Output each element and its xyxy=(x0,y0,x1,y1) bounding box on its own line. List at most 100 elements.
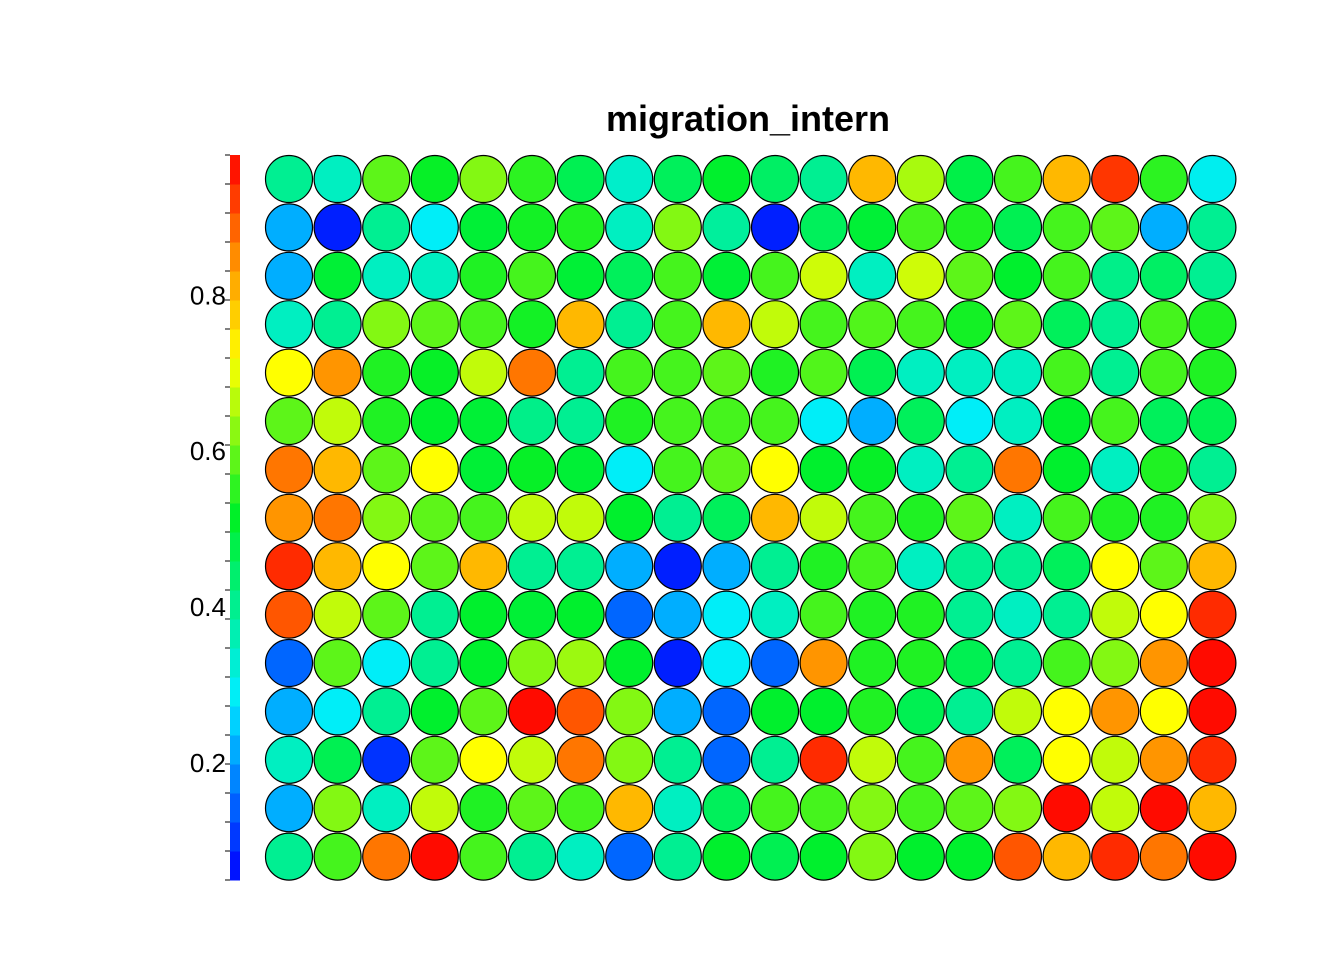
node-cell xyxy=(264,348,314,397)
node-cell xyxy=(1091,154,1140,204)
node-cell xyxy=(848,784,897,833)
node-cell xyxy=(945,203,994,252)
node-cell xyxy=(653,542,702,591)
node-cell xyxy=(362,784,411,833)
node-cell xyxy=(945,542,994,591)
node-cell xyxy=(653,687,702,736)
node-cell xyxy=(605,687,654,736)
node-cell xyxy=(1139,251,1188,300)
node-cell xyxy=(945,832,994,881)
node-cell xyxy=(410,687,459,736)
node-cell xyxy=(362,542,411,591)
colorbar-tick-label: 0.4 xyxy=(190,592,226,622)
node-cell xyxy=(702,542,751,591)
node-cell xyxy=(362,638,411,688)
node-cell xyxy=(410,203,459,252)
node-cell xyxy=(993,590,1043,639)
node-cell xyxy=(313,348,362,397)
node-grid xyxy=(264,154,1237,881)
node-cell xyxy=(1042,203,1091,252)
node-cell xyxy=(799,687,848,736)
node-cell xyxy=(410,493,459,542)
node-cell xyxy=(1139,542,1188,591)
node-cell xyxy=(410,396,459,446)
colorbar xyxy=(225,154,240,881)
node-cell xyxy=(556,493,605,542)
node-cell xyxy=(556,687,605,736)
node-cell xyxy=(848,638,897,688)
node-cell xyxy=(848,493,897,542)
node-cell xyxy=(507,493,557,542)
node-cell xyxy=(1188,154,1237,204)
node-cell xyxy=(459,154,508,204)
node-cell xyxy=(848,832,897,881)
colorbar-segment xyxy=(230,648,240,678)
colorbar-tick-label: 0.6 xyxy=(190,436,226,466)
node-cell xyxy=(459,493,508,542)
node-cell xyxy=(1091,348,1140,397)
node-cell xyxy=(945,251,994,300)
node-cell xyxy=(1042,590,1091,639)
node-cell xyxy=(993,832,1043,881)
node-cell xyxy=(896,348,945,397)
node-cell xyxy=(945,735,994,784)
node-cell xyxy=(653,784,702,833)
node-cell xyxy=(799,735,848,784)
node-cell xyxy=(605,735,654,784)
colorbar-segment xyxy=(230,387,240,417)
node-cell xyxy=(362,300,411,349)
node-cell xyxy=(605,203,654,252)
colorbar-segment xyxy=(230,706,240,736)
node-cell xyxy=(313,735,362,784)
node-cell xyxy=(896,784,945,833)
node-cell xyxy=(945,445,994,494)
node-cell xyxy=(459,445,508,494)
node-cell xyxy=(1042,154,1091,204)
node-cell xyxy=(848,445,897,494)
node-cell xyxy=(799,445,848,494)
node-cell xyxy=(993,735,1043,784)
node-cell xyxy=(459,203,508,252)
node-cell xyxy=(313,154,362,204)
node-cell xyxy=(459,784,508,833)
node-cell xyxy=(556,832,605,881)
node-cell xyxy=(362,590,411,639)
node-cell xyxy=(702,300,751,349)
node-cell xyxy=(459,396,508,446)
colorbar-segment xyxy=(230,416,240,446)
node-cell xyxy=(1091,590,1140,639)
node-cell xyxy=(1091,832,1140,881)
node-cell xyxy=(848,154,897,204)
node-cell xyxy=(750,203,800,252)
node-cell xyxy=(896,203,945,252)
node-cell xyxy=(653,251,702,300)
node-cell xyxy=(1042,832,1091,881)
colorbar-segment xyxy=(230,532,240,562)
node-cell xyxy=(313,203,362,252)
node-cell xyxy=(264,154,314,204)
node-cell xyxy=(750,784,800,833)
node-cell xyxy=(605,493,654,542)
node-cell xyxy=(945,493,994,542)
node-cell xyxy=(507,735,557,784)
node-cell xyxy=(459,348,508,397)
node-cell xyxy=(702,832,751,881)
node-cell xyxy=(653,348,702,397)
colorbar-segment xyxy=(230,155,240,185)
node-cell xyxy=(1139,300,1188,349)
node-cell xyxy=(264,832,314,881)
node-cell xyxy=(556,735,605,784)
colorbar-segment xyxy=(230,677,240,707)
node-cell xyxy=(848,687,897,736)
node-cell xyxy=(313,832,362,881)
node-cell xyxy=(1188,348,1237,397)
colorbar-ticks: 0.2 0.4 0.6 0.8 xyxy=(190,280,226,778)
node-cell xyxy=(799,251,848,300)
node-cell xyxy=(1188,493,1237,542)
node-cell xyxy=(848,542,897,591)
node-cell xyxy=(945,687,994,736)
node-cell xyxy=(702,687,751,736)
node-cell xyxy=(507,832,557,881)
node-cell xyxy=(702,735,751,784)
